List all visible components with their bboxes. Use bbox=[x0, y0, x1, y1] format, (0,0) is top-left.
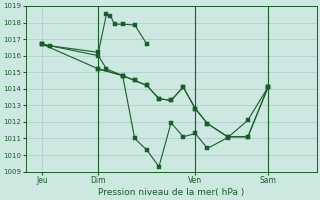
X-axis label: Pression niveau de la mer( hPa ): Pression niveau de la mer( hPa ) bbox=[98, 188, 244, 197]
